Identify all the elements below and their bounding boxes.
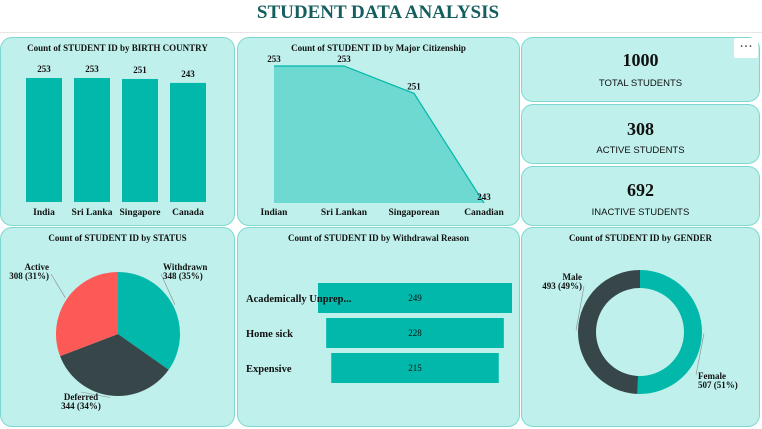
- bar: [26, 78, 62, 202]
- x-tick-label: Indian: [261, 208, 289, 218]
- card-status[interactable]: Count of STUDENT ID by STATUS Withdrawn 3…: [0, 227, 235, 427]
- chart-title: Count of STUDENT ID by GENDER: [568, 233, 713, 243]
- kpi-inactive-students[interactable]: 692 INACTIVE STUDENTS: [521, 166, 760, 226]
- card-major-citizenship[interactable]: Count of STUDENT ID by Major Citizenship…: [237, 37, 520, 226]
- kpi-value: 308: [627, 119, 654, 139]
- x-tick-label: Sri Lanka: [72, 208, 113, 218]
- more-options-icon[interactable]: ···: [734, 38, 758, 58]
- donut-slice: [577, 270, 640, 394]
- birth-country-chart: 253 India 253 Sri Lanka 251 Singapore 243 Canad…: [26, 64, 206, 218]
- bar-value-label: 253: [85, 64, 99, 74]
- category-label: Expensive: [246, 364, 292, 375]
- bar-value-label: 243: [181, 69, 195, 79]
- pie-slice: [60, 334, 169, 396]
- donut-slice: [637, 270, 702, 394]
- slice-value-label: 493 (49%): [542, 281, 582, 291]
- kpi-value: 1000: [622, 50, 659, 70]
- point-value-label: 253: [337, 54, 351, 64]
- major-citizenship-chart: 253 Indian 253 Sri Lankan 251 Singaporean 243 C…: [261, 54, 505, 218]
- slice-name-label: Withdrawn: [163, 262, 207, 272]
- category-label: Home sick: [246, 329, 293, 340]
- funnel-bar: [318, 283, 512, 313]
- leader-line: [160, 273, 176, 305]
- kpi-active-students[interactable]: 308 ACTIVE STUDENTS: [521, 104, 760, 164]
- x-tick-label: Sri Lankan: [321, 208, 368, 218]
- x-tick-label: India: [33, 208, 55, 218]
- bar-value-label: 228: [408, 328, 422, 338]
- kpi-value: 692: [627, 180, 654, 200]
- bar: [74, 78, 110, 202]
- bar: [170, 82, 206, 202]
- slice-value-label: 344 (34%): [61, 401, 101, 411]
- withdrawal-reason-chart: 249 Academically Unprep... 228 Home sick 215…: [246, 283, 512, 383]
- funnel-bar: [331, 353, 499, 383]
- chart-title: Count of STUDENT ID by STATUS: [48, 233, 187, 243]
- kpi-total-students[interactable]: 1000 TOTAL STUDENTS: [521, 37, 760, 102]
- pie-slice: [118, 272, 180, 370]
- area-fill: [274, 66, 484, 203]
- bar-value-label: 251: [133, 65, 147, 75]
- leader-line: [50, 273, 66, 298]
- x-tick-label: Canada: [172, 208, 204, 218]
- point-value-label: 253: [267, 54, 281, 64]
- slice-value-label: 507 (51%): [698, 380, 738, 390]
- x-tick-label: Singaporean: [388, 208, 440, 218]
- point-value-label: 243: [477, 192, 491, 202]
- point-value-label: 251: [407, 81, 421, 91]
- chart-title: Count of STUDENT ID by Withdrawal Reason: [287, 233, 470, 243]
- card-withdrawal-reason[interactable]: Count of STUDENT ID by Withdrawal Reason…: [237, 227, 520, 427]
- bar-value-label: 253: [37, 64, 51, 74]
- slice-name-label: Active: [25, 262, 50, 272]
- leader-line: [575, 285, 585, 331]
- slice-name-label: Male: [563, 272, 583, 282]
- x-tick-label: Singapore: [119, 208, 160, 218]
- category-label: Academically Unprep...: [246, 294, 352, 305]
- funnel-bar: [326, 318, 504, 348]
- slice-name-label: Deferred: [64, 392, 98, 402]
- slice-value-label: 308 (31%): [9, 271, 49, 281]
- card-birth-country[interactable]: Count of STUDENT ID by BIRTH COUNTRY 253…: [0, 37, 235, 226]
- area-line: [274, 65, 485, 204]
- x-tick-label: Canadian: [464, 208, 504, 218]
- bar-value-label: 249: [408, 293, 422, 303]
- bar: [122, 78, 158, 202]
- bar-value-label: 215: [408, 363, 422, 373]
- kpi-label: ACTIVE STUDENTS: [596, 145, 685, 156]
- header-bar: STUDENT DATA ANALYSIS: [0, 0, 762, 33]
- chart-title: Count of STUDENT ID by Major Citizenship: [291, 43, 466, 53]
- chart-title: Count of STUDENT ID by BIRTH COUNTRY: [27, 43, 208, 53]
- slice-name-label: Female: [698, 371, 726, 381]
- kpi-label: TOTAL STUDENTS: [598, 78, 683, 89]
- kpi-label: INACTIVE STUDENTS: [591, 207, 690, 218]
- pie-slice: [56, 272, 118, 357]
- card-gender[interactable]: Count of STUDENT ID by GENDER Female 507 …: [521, 227, 760, 427]
- page-title: STUDENT DATA ANALYSIS: [256, 2, 500, 23]
- leader-line: [695, 333, 705, 376]
- leader-line: [80, 391, 111, 398]
- slice-value-label: 348 (35%): [163, 271, 203, 281]
